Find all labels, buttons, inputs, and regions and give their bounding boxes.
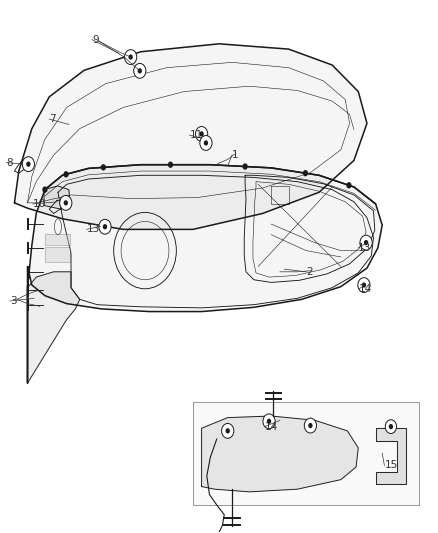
Circle shape (303, 170, 308, 176)
Circle shape (42, 187, 47, 193)
Circle shape (360, 235, 372, 250)
Circle shape (64, 171, 69, 177)
Circle shape (243, 163, 248, 169)
Polygon shape (44, 186, 70, 209)
Circle shape (308, 423, 313, 428)
Polygon shape (201, 416, 358, 492)
Circle shape (60, 196, 72, 211)
Polygon shape (28, 272, 80, 383)
Circle shape (358, 278, 370, 293)
Circle shape (128, 54, 133, 60)
Text: 14: 14 (359, 284, 372, 294)
Circle shape (103, 224, 107, 229)
Circle shape (134, 63, 146, 78)
Circle shape (199, 131, 204, 136)
Circle shape (195, 126, 208, 141)
Text: 14: 14 (265, 422, 278, 432)
Circle shape (346, 182, 352, 189)
Text: 2: 2 (306, 267, 313, 277)
Circle shape (267, 419, 271, 424)
Circle shape (362, 282, 366, 288)
Text: 7: 7 (49, 114, 56, 124)
Bar (45, 233, 70, 245)
Circle shape (99, 219, 111, 234)
Circle shape (304, 418, 317, 433)
Circle shape (124, 50, 137, 64)
Text: 8: 8 (7, 158, 13, 167)
Text: 15: 15 (385, 461, 398, 470)
Circle shape (389, 424, 393, 429)
Text: 9: 9 (92, 35, 99, 45)
Circle shape (263, 414, 275, 429)
Bar (193, 402, 419, 505)
Circle shape (22, 157, 35, 172)
Circle shape (101, 164, 106, 171)
Text: 1: 1 (232, 150, 239, 160)
Circle shape (364, 240, 368, 245)
Polygon shape (376, 428, 406, 484)
Circle shape (385, 419, 396, 433)
Circle shape (200, 135, 212, 150)
Circle shape (226, 428, 230, 433)
Text: 13: 13 (358, 243, 371, 253)
Bar (45, 247, 70, 262)
Text: 11: 11 (189, 130, 203, 140)
Circle shape (26, 161, 31, 167)
Circle shape (204, 140, 208, 146)
Circle shape (222, 423, 234, 438)
Polygon shape (28, 165, 382, 383)
Text: 10: 10 (33, 199, 46, 209)
Text: 3: 3 (10, 296, 17, 306)
Circle shape (168, 161, 173, 168)
Text: 13: 13 (87, 224, 100, 235)
Circle shape (64, 200, 68, 206)
Circle shape (138, 68, 142, 74)
Polygon shape (14, 44, 367, 229)
